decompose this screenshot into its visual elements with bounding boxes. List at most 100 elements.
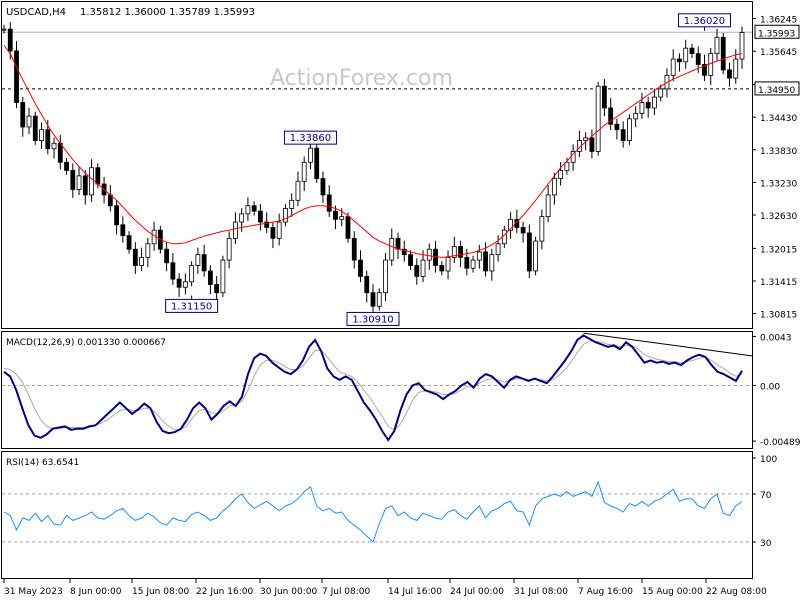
candle [351, 231, 357, 269]
candle-body [739, 32, 745, 60]
candle-body [714, 36, 720, 55]
candle [120, 216, 126, 243]
candle [239, 208, 245, 232]
candle [132, 242, 138, 274]
candle-body [639, 102, 645, 114]
candle-body [677, 58, 682, 63]
candle-body [95, 167, 101, 185]
candle-body [7, 28, 13, 52]
candle-body [220, 259, 226, 294]
candle [114, 200, 119, 235]
candle [358, 250, 363, 283]
candle-body [76, 175, 82, 190]
macd-y-tick-label: 0.0043 [760, 334, 792, 344]
candle [714, 28, 720, 61]
candle-body [176, 278, 182, 288]
candle [220, 255, 226, 298]
candle [702, 54, 707, 82]
candle-body [370, 292, 376, 307]
candle [139, 247, 144, 272]
moving-average-line [3, 45, 743, 258]
candle [570, 144, 576, 171]
candle-body [189, 265, 195, 283]
candle-body [283, 208, 288, 223]
candle [545, 185, 551, 223]
candle-body [551, 178, 557, 196]
candle [195, 247, 201, 274]
candle [126, 231, 132, 254]
candle-body [207, 270, 213, 285]
candle [458, 240, 463, 268]
price-y-tick-label: 1.36245 [760, 16, 797, 26]
candle-body [383, 259, 388, 294]
candle [470, 255, 476, 273]
support-price-label-box [754, 81, 800, 96]
annotation-label: 1.31150 [171, 301, 212, 312]
candle [395, 232, 401, 259]
rsi-y-tick-label: 100 [760, 455, 777, 465]
candle [182, 273, 188, 295]
candle-body [339, 216, 345, 220]
candle [57, 134, 63, 170]
candle-body [620, 129, 626, 141]
candle [51, 137, 57, 159]
candle-body [727, 69, 732, 79]
candle-body [26, 115, 32, 128]
candle-body [658, 88, 664, 98]
price-y-tick-label: 1.33830 [760, 147, 797, 157]
candle [533, 236, 539, 276]
candle-body [408, 254, 413, 266]
candle-body [401, 248, 407, 256]
candle-body [720, 36, 726, 71]
candle-body [126, 235, 132, 250]
candle [20, 96, 26, 137]
candle [501, 225, 507, 249]
candle [589, 129, 595, 159]
price-y-tick-label: 1.31415 [760, 278, 797, 288]
candle-body [51, 142, 57, 150]
candle-body [64, 161, 69, 171]
support-price-label: 1.34950 [758, 86, 795, 96]
candle-body [333, 210, 338, 220]
candle-body [233, 221, 238, 239]
candle [489, 248, 495, 281]
candle [476, 244, 482, 269]
candle [739, 26, 745, 69]
candle-body [39, 129, 44, 141]
candle-body [670, 58, 676, 76]
price-annotation: 1.30910 [346, 308, 400, 326]
price-y-tick-label: 1.32015 [760, 245, 797, 255]
price-header-ohlc: 1.35812 1.36000 1.35789 1.35993 [80, 7, 255, 18]
candle [89, 159, 94, 202]
candle-body [170, 262, 176, 280]
candle [633, 106, 639, 128]
candle [620, 121, 626, 148]
candle [720, 32, 726, 75]
candle [495, 235, 501, 262]
candle-body [633, 112, 639, 120]
candle-body [20, 102, 26, 128]
candle [251, 201, 257, 216]
macd-y-tick-label: 0.00 [760, 382, 780, 392]
candle-body [602, 85, 607, 109]
candle [333, 205, 338, 230]
candle-body [558, 170, 564, 179]
candle-body [445, 256, 451, 272]
candle [608, 98, 614, 130]
candle [326, 185, 332, 217]
price-y-tick-label: 1.33230 [760, 179, 797, 189]
candle [258, 204, 263, 231]
macd-trendline [583, 332, 753, 357]
candle [414, 258, 420, 285]
candle [439, 261, 445, 276]
candle [558, 162, 564, 186]
macd-title: MACD(12,26,9) 0.001330 0.000667 [6, 338, 166, 348]
candle-body [89, 167, 94, 196]
price-annotation: 1.33860 [283, 130, 337, 149]
x-tick-label: 14 Jul 16:00 [388, 587, 442, 597]
macd-line [3, 334, 743, 442]
candle [270, 221, 276, 249]
candle-body [195, 254, 201, 266]
